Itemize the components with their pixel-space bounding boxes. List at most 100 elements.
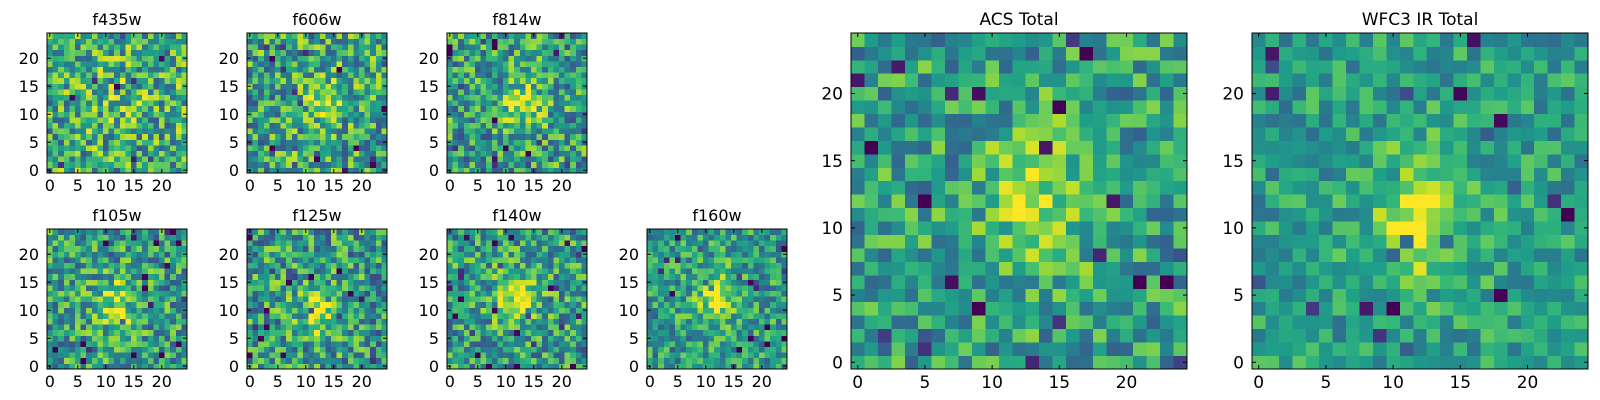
heatmap-cell (331, 77, 337, 84)
heatmap-cell (891, 315, 906, 330)
heatmap-cell (514, 100, 521, 107)
x-tick-label: 15 (324, 176, 344, 195)
heatmap-cell (353, 66, 360, 73)
heatmap-cell (1106, 248, 1121, 262)
heatmap-cell (359, 257, 365, 263)
heatmap-cell (142, 55, 149, 62)
heatmap-cell (447, 61, 453, 67)
heatmap-cell (458, 262, 465, 269)
heatmap-cell (514, 167, 521, 174)
heatmap-cell (669, 257, 676, 263)
heatmap-cell (469, 122, 476, 129)
heatmap-cell (851, 221, 865, 235)
heatmap-cell (370, 89, 377, 95)
heatmap-cell (1079, 261, 1094, 276)
heatmap-cell (336, 229, 343, 235)
heatmap-cell (525, 49, 532, 56)
heatmap-cell (542, 72, 549, 79)
heatmap-cell (336, 77, 343, 84)
heatmap-cell (1052, 194, 1067, 209)
y-tick-label: 0 (229, 161, 239, 180)
heatmap-cell (319, 105, 326, 112)
heatmap-cell (553, 335, 560, 342)
heatmap-cell (547, 89, 554, 95)
heatmap-cell (247, 301, 253, 308)
heatmap-cell (131, 89, 137, 95)
heatmap-cell (147, 279, 154, 286)
heatmap-cell (347, 234, 354, 241)
heatmap-cell (175, 301, 182, 308)
heatmap-cell (181, 341, 188, 347)
heatmap-cell (364, 105, 371, 112)
heatmap-cell (103, 296, 109, 303)
heatmap-cell (319, 100, 326, 107)
heatmap-cell (864, 288, 879, 303)
heatmap-cell (91, 301, 98, 308)
heatmap-cell (364, 133, 371, 140)
heatmap-cell (142, 318, 149, 325)
heatmap-cell (547, 66, 554, 73)
heatmap-cell (475, 61, 481, 67)
heatmap-cell (263, 83, 270, 90)
heatmap-cell (985, 207, 1000, 222)
heatmap-cell (781, 268, 788, 275)
heatmap-cell (375, 139, 382, 146)
heatmap-cell (170, 33, 177, 39)
heatmap-cell (370, 273, 377, 280)
heatmap-cell (269, 363, 276, 370)
heatmap-cell (497, 234, 504, 241)
heatmap-cell (297, 94, 304, 101)
heatmap-cell (503, 105, 509, 112)
heatmap-cell (559, 145, 565, 151)
heatmap-cell (164, 251, 171, 258)
heatmap-cell (303, 94, 309, 101)
heatmap-cell (342, 89, 349, 95)
heatmap-cell (291, 313, 298, 319)
heatmap-cell (463, 145, 470, 151)
heatmap-cell (314, 296, 321, 303)
heatmap-cell (508, 357, 515, 364)
heatmap-cell (147, 301, 154, 308)
heatmap-cell (381, 150, 388, 157)
heatmap-cell (142, 251, 149, 258)
heatmap-cell (359, 61, 365, 67)
heatmap-cell (291, 117, 298, 123)
heatmap-cell (131, 44, 137, 51)
heatmap-cell (58, 89, 65, 95)
heatmap-cell (570, 44, 577, 51)
heatmap-cell (497, 262, 504, 269)
heatmap-cell (275, 100, 281, 107)
heatmap-cell (275, 245, 281, 252)
heatmap-cell (164, 38, 171, 45)
heatmap-cell (514, 251, 521, 258)
heatmap-cell (97, 38, 104, 45)
heatmap-cell (1012, 355, 1027, 370)
heatmap-cell (463, 100, 470, 107)
heatmap-cell (458, 128, 465, 135)
heatmap-cell (531, 335, 537, 342)
heatmap-cell (75, 324, 81, 331)
heatmap-cell (680, 234, 687, 241)
heatmap-cell (447, 49, 453, 56)
heatmap-cell (904, 315, 919, 330)
heatmap-cell (691, 357, 698, 364)
heatmap-cell (125, 94, 132, 101)
heatmap-cell (325, 318, 332, 325)
heatmap-cell (581, 357, 588, 364)
heatmap-cell (553, 240, 560, 247)
heatmap-cell (519, 341, 526, 347)
heatmap-cell (581, 33, 588, 39)
heatmap-cell (286, 346, 293, 353)
heatmap-cell (153, 307, 160, 314)
heatmap-cell (542, 122, 549, 129)
heatmap-cell (918, 194, 933, 209)
heatmap-cell (353, 363, 360, 370)
heatmap-cell (480, 352, 487, 359)
heatmap-cell (58, 285, 65, 291)
heatmap-cell (747, 234, 754, 241)
heatmap-cell (480, 335, 487, 342)
heatmap-cell (680, 268, 687, 275)
heatmap-cell (570, 117, 577, 123)
heatmap-cell (125, 100, 132, 107)
heatmap-cell (147, 55, 154, 62)
